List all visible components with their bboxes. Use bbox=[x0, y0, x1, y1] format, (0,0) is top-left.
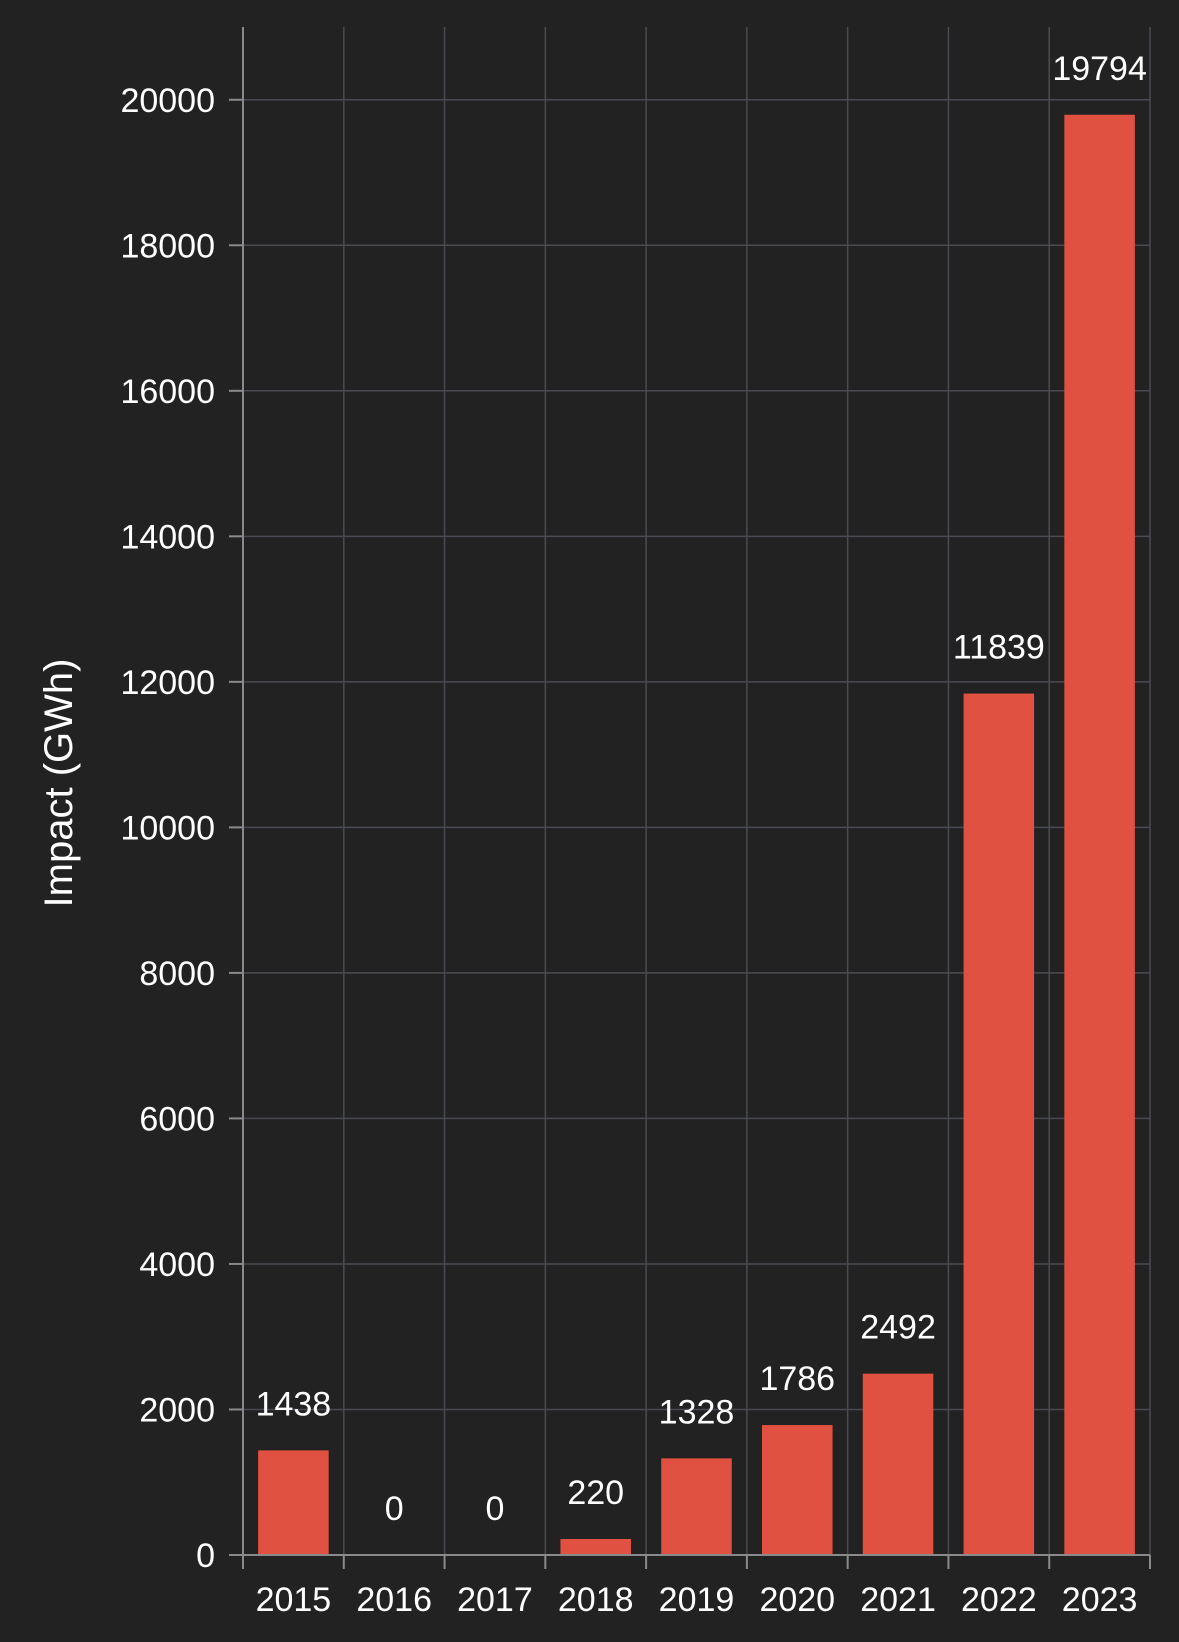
bar-2015 bbox=[258, 1450, 329, 1555]
bar-2023 bbox=[1064, 114, 1135, 1555]
y-axis-title: Impact (GWh) bbox=[37, 659, 81, 908]
x-tick-label: 2022 bbox=[961, 1581, 1037, 1619]
bar-2022 bbox=[963, 693, 1035, 1555]
x-tick-label: 2020 bbox=[759, 1581, 835, 1619]
data-label: 2492 bbox=[860, 1309, 936, 1347]
y-tick-label: 14000 bbox=[120, 518, 215, 556]
x-tick-label: 2016 bbox=[356, 1581, 432, 1619]
y-tick-label: 12000 bbox=[120, 664, 215, 702]
x-tick-label: 2017 bbox=[457, 1581, 533, 1619]
y-tick-label: 6000 bbox=[139, 1100, 215, 1138]
data-label: 11839 bbox=[953, 629, 1045, 667]
data-labels: 1438 0 0 220 1328 1786 2492 11839 19794 bbox=[256, 50, 1147, 1528]
data-label: 1438 bbox=[256, 1385, 332, 1423]
x-tick-label: 2018 bbox=[558, 1581, 634, 1619]
y-tick-label: 0 bbox=[196, 1537, 215, 1575]
x-tick-label: 2023 bbox=[1062, 1581, 1138, 1619]
y-tick-label: 16000 bbox=[120, 373, 215, 411]
y-tick-label: 20000 bbox=[120, 82, 215, 120]
bars bbox=[258, 114, 1135, 1555]
y-tick-label: 10000 bbox=[120, 809, 215, 847]
bar-2021 bbox=[862, 1373, 934, 1555]
x-tick-label: 2021 bbox=[860, 1581, 936, 1619]
x-tick-label: 2019 bbox=[659, 1581, 735, 1619]
y-tick-label: 8000 bbox=[139, 955, 215, 993]
bar-2019 bbox=[661, 1458, 732, 1555]
bar-2020 bbox=[762, 1425, 833, 1555]
axes: 0 2000 4000 6000 8000 10000 12000 14000 16000 180… bbox=[120, 27, 1151, 1619]
data-label: 0 bbox=[485, 1490, 504, 1528]
data-label: 220 bbox=[567, 1474, 624, 1512]
x-tick-label: 2015 bbox=[256, 1581, 332, 1619]
y-tick-label: 18000 bbox=[120, 227, 215, 265]
data-label: 1786 bbox=[759, 1360, 835, 1398]
bar-2018 bbox=[560, 1538, 631, 1555]
data-label: 1328 bbox=[659, 1393, 735, 1431]
y-tick-label: 4000 bbox=[139, 1246, 215, 1284]
data-label: 19794 bbox=[1052, 50, 1147, 88]
y-tick-label: 2000 bbox=[139, 1391, 215, 1429]
data-label: 0 bbox=[385, 1490, 404, 1528]
